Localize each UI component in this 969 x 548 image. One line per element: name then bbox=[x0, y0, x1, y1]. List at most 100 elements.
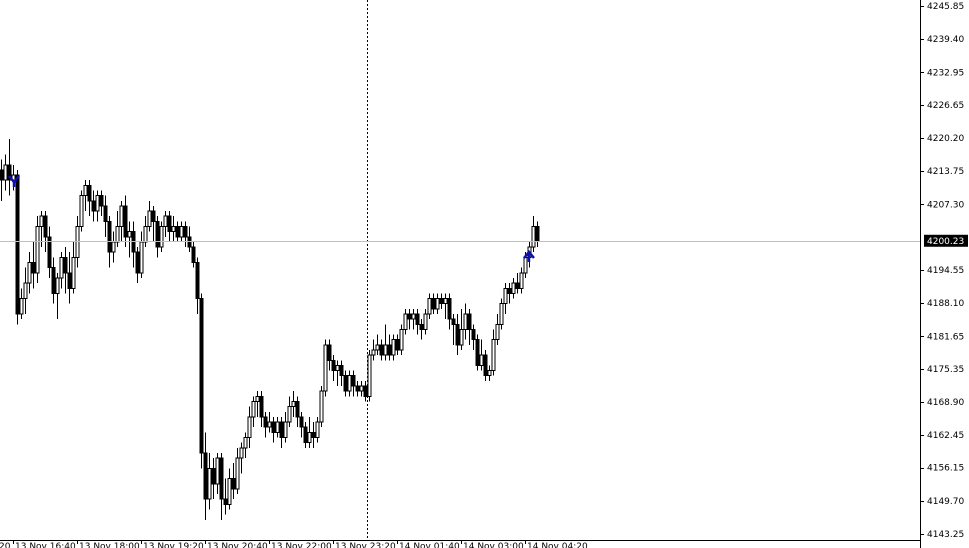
candle-body bbox=[171, 226, 176, 233]
y-tick-label: 4143.25 bbox=[927, 530, 964, 540]
candle-body bbox=[39, 215, 44, 228]
candle-body bbox=[179, 226, 184, 238]
candle-body bbox=[411, 313, 416, 320]
candle-body bbox=[35, 226, 40, 274]
candle-body bbox=[255, 395, 260, 402]
candle-body bbox=[235, 457, 240, 490]
candle-body bbox=[315, 421, 320, 438]
y-tick-label: 4213.75 bbox=[927, 167, 964, 177]
candle-body bbox=[427, 298, 432, 315]
x-tick-label: 14 Nov 04:20 bbox=[527, 542, 588, 548]
candle-body bbox=[447, 298, 452, 320]
candle-body bbox=[391, 339, 396, 356]
candle-body bbox=[59, 256, 64, 279]
y-tick-label: 4181.65 bbox=[927, 332, 964, 342]
candle-body bbox=[459, 328, 464, 346]
candle-body bbox=[383, 344, 388, 356]
y-tick-label: 4162.45 bbox=[927, 431, 964, 441]
candle-body bbox=[415, 313, 420, 325]
candle-body bbox=[151, 210, 156, 222]
candle-body bbox=[123, 205, 128, 238]
candle-body bbox=[103, 205, 108, 222]
candle-body bbox=[355, 385, 360, 392]
candle-body bbox=[215, 457, 220, 485]
candle-body bbox=[331, 359, 336, 372]
candle-body bbox=[155, 220, 160, 248]
candle-body bbox=[111, 241, 116, 253]
y-tick-label: 4156.15 bbox=[927, 464, 964, 474]
candle-body bbox=[487, 370, 492, 377]
candle-body bbox=[139, 241, 144, 274]
candle-body bbox=[319, 390, 324, 423]
candle-body bbox=[327, 344, 332, 361]
candle-body bbox=[19, 298, 24, 315]
candle-body bbox=[63, 256, 68, 274]
y-tick-label: 4226.65 bbox=[927, 101, 964, 111]
candle-body bbox=[199, 298, 204, 454]
candle-body bbox=[379, 344, 384, 356]
candle-body bbox=[183, 226, 188, 238]
price-label: 4200.23 bbox=[927, 237, 964, 247]
y-tick-label: 4194.55 bbox=[927, 266, 964, 276]
candle-body bbox=[435, 298, 440, 310]
y-tick-label: 4149.70 bbox=[927, 497, 964, 507]
candle-body bbox=[23, 282, 28, 300]
candle-body bbox=[359, 385, 364, 392]
candle-body bbox=[91, 200, 96, 212]
y-tick-label: 4245.85 bbox=[927, 2, 964, 12]
candle-body bbox=[399, 328, 404, 351]
candle-body bbox=[95, 195, 100, 212]
candle-body bbox=[403, 313, 408, 330]
candle-body bbox=[323, 344, 328, 392]
candle-body bbox=[119, 205, 124, 228]
candle-body bbox=[335, 364, 340, 372]
candle-body bbox=[99, 195, 104, 207]
x-tick-label: 20 bbox=[0, 542, 11, 548]
candle-body bbox=[271, 421, 276, 433]
candle-body bbox=[531, 226, 536, 248]
candle-body bbox=[7, 164, 12, 181]
candle-body bbox=[395, 339, 400, 351]
candle-body bbox=[371, 349, 376, 356]
candle-body bbox=[143, 226, 148, 243]
candle-body bbox=[51, 267, 56, 294]
candle-body bbox=[263, 416, 268, 428]
candle-body bbox=[467, 313, 472, 330]
x-tick-label: 13 Nov 20:40 bbox=[207, 542, 268, 548]
candle-body bbox=[175, 226, 180, 238]
candle-body bbox=[419, 323, 424, 330]
candle-body bbox=[443, 298, 448, 305]
candle-body bbox=[191, 246, 196, 264]
candle-body bbox=[339, 364, 344, 377]
candle-body bbox=[67, 272, 72, 289]
candle-body bbox=[283, 421, 288, 438]
candle-body bbox=[79, 195, 84, 228]
candle-body bbox=[167, 215, 172, 233]
candle-body bbox=[239, 447, 244, 459]
y-tick-label: 4175.35 bbox=[927, 365, 964, 375]
candle-body bbox=[27, 262, 32, 284]
candle-body bbox=[535, 226, 540, 242]
candle-body bbox=[291, 400, 296, 408]
candle-body bbox=[483, 354, 488, 377]
candle-body bbox=[147, 210, 152, 228]
candle-body bbox=[303, 426, 308, 444]
candle-body bbox=[499, 303, 504, 325]
candle-body bbox=[159, 226, 164, 248]
candle-body bbox=[471, 328, 476, 341]
candle-body bbox=[231, 478, 236, 490]
candle-body bbox=[207, 467, 212, 500]
candle-body bbox=[267, 421, 272, 428]
candle-body bbox=[107, 220, 112, 253]
candle-body bbox=[3, 164, 8, 181]
candle-body bbox=[195, 262, 200, 300]
x-tick-label: 14 Nov 03:00 bbox=[463, 542, 524, 548]
candle-body bbox=[351, 375, 356, 387]
price-label-box bbox=[924, 234, 968, 247]
x-tick-label: 13 Nov 22:00 bbox=[271, 542, 332, 548]
candle-body bbox=[251, 400, 256, 418]
candle-body bbox=[367, 354, 372, 397]
candle-body bbox=[43, 215, 48, 238]
